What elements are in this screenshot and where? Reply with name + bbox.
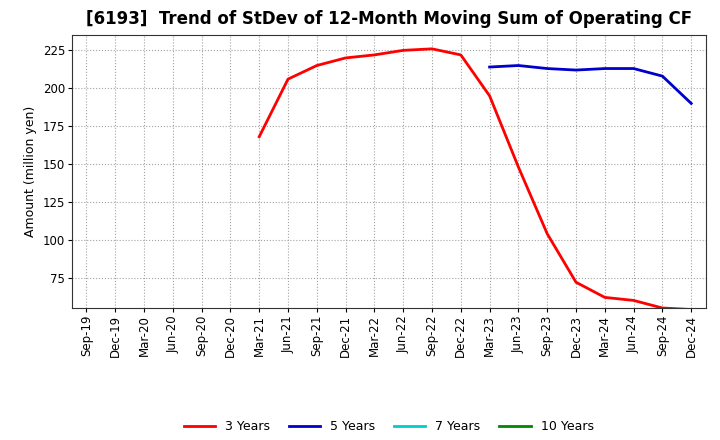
3 Years bbox=[600, 295, 609, 300]
Title: [6193]  Trend of StDev of 12-Month Moving Sum of Operating CF: [6193] Trend of StDev of 12-Month Moving… bbox=[86, 10, 692, 28]
Y-axis label: Amount (million yen): Amount (million yen) bbox=[24, 106, 37, 237]
5 Years bbox=[687, 101, 696, 106]
3 Years bbox=[687, 307, 696, 312]
3 Years bbox=[341, 55, 350, 61]
3 Years bbox=[255, 134, 264, 139]
3 Years bbox=[485, 93, 494, 99]
3 Years bbox=[456, 52, 465, 58]
Line: 5 Years: 5 Years bbox=[490, 66, 691, 103]
3 Years bbox=[543, 231, 552, 236]
5 Years bbox=[629, 66, 638, 71]
5 Years bbox=[658, 73, 667, 79]
5 Years bbox=[514, 63, 523, 68]
3 Years bbox=[428, 46, 436, 51]
3 Years bbox=[312, 63, 321, 68]
3 Years bbox=[284, 77, 292, 82]
3 Years bbox=[370, 52, 379, 58]
5 Years bbox=[572, 67, 580, 73]
3 Years bbox=[629, 298, 638, 303]
3 Years bbox=[572, 279, 580, 285]
3 Years bbox=[514, 165, 523, 170]
5 Years bbox=[600, 66, 609, 71]
3 Years bbox=[658, 305, 667, 311]
5 Years bbox=[485, 64, 494, 70]
Legend: 3 Years, 5 Years, 7 Years, 10 Years: 3 Years, 5 Years, 7 Years, 10 Years bbox=[179, 415, 598, 438]
3 Years bbox=[399, 48, 408, 53]
5 Years bbox=[543, 66, 552, 71]
Line: 3 Years: 3 Years bbox=[259, 49, 691, 309]
